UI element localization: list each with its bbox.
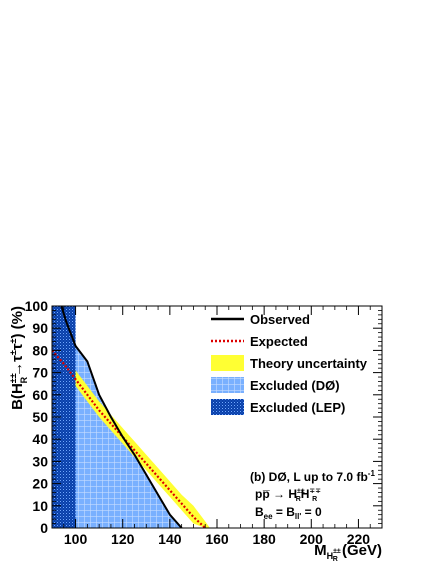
legend-swatch-d0: [211, 377, 244, 393]
x-axis-label: MH±± R (GeV): [314, 542, 382, 563]
legend-label: Excluded (DØ): [250, 378, 340, 393]
y-axis-label: B(H±±R→τ±τ±) (%): [8, 306, 29, 410]
legend-label: Expected: [250, 334, 308, 349]
legend-label: Theory uncertainty: [250, 356, 368, 371]
legend-label: Excluded (LEP): [250, 400, 345, 415]
legend: Observed Expected Theory uncertainty Exclud…: [211, 312, 368, 415]
fill-layer: [52, 306, 210, 528]
line-layer: [52, 306, 206, 528]
y-tick-label: 30: [32, 453, 48, 469]
annotation-process: pp̅ → H±± RH∓∓ R: [255, 487, 321, 503]
y-tick-label: 10: [32, 498, 48, 514]
y-tick-label: 100: [25, 298, 49, 314]
y-tick-label: 70: [32, 365, 48, 381]
x-tick-label: 180: [252, 531, 276, 547]
y-tick-label: 80: [32, 342, 48, 358]
annotation-luminosity: (b) DØ, L up to 7.0 fb-1: [250, 469, 375, 484]
x-tick-label: 220: [347, 531, 371, 547]
y-tick-label: 90: [32, 320, 48, 336]
x-tick-label: 200: [300, 531, 324, 547]
excluded-lep-region: [52, 306, 76, 528]
annotation-branching: Bee = Bll' = 0: [255, 505, 322, 521]
x-tick-label: 160: [205, 531, 229, 547]
legend-label: Observed: [250, 312, 310, 327]
expected-line: [52, 349, 206, 528]
axes-layer: 0 10 20 30 40 50 60 70 80 90 100 100 120 140 160 180 200…: [8, 298, 383, 563]
x-tick-label: 100: [64, 531, 88, 547]
y-tick-label: 50: [32, 409, 48, 425]
excluded-d0-region: [52, 306, 182, 528]
x-tick-label: 140: [158, 531, 182, 547]
legend-swatch-theory: [211, 355, 244, 371]
theory-uncertainty-band: [52, 337, 210, 528]
y-tick-label: 0: [40, 520, 48, 536]
x-tick-label: 120: [111, 531, 135, 547]
y-tick-label: 60: [32, 387, 48, 403]
annotation-block: (b) DØ, L up to 7.0 fb-1 pp̅ → H±± RH∓∓ R Be…: [250, 469, 375, 521]
observed-line: [60, 306, 183, 528]
y-tick-label: 40: [32, 431, 48, 447]
y-tick-label: 20: [32, 476, 48, 492]
legend-swatch-lep: [211, 399, 244, 415]
